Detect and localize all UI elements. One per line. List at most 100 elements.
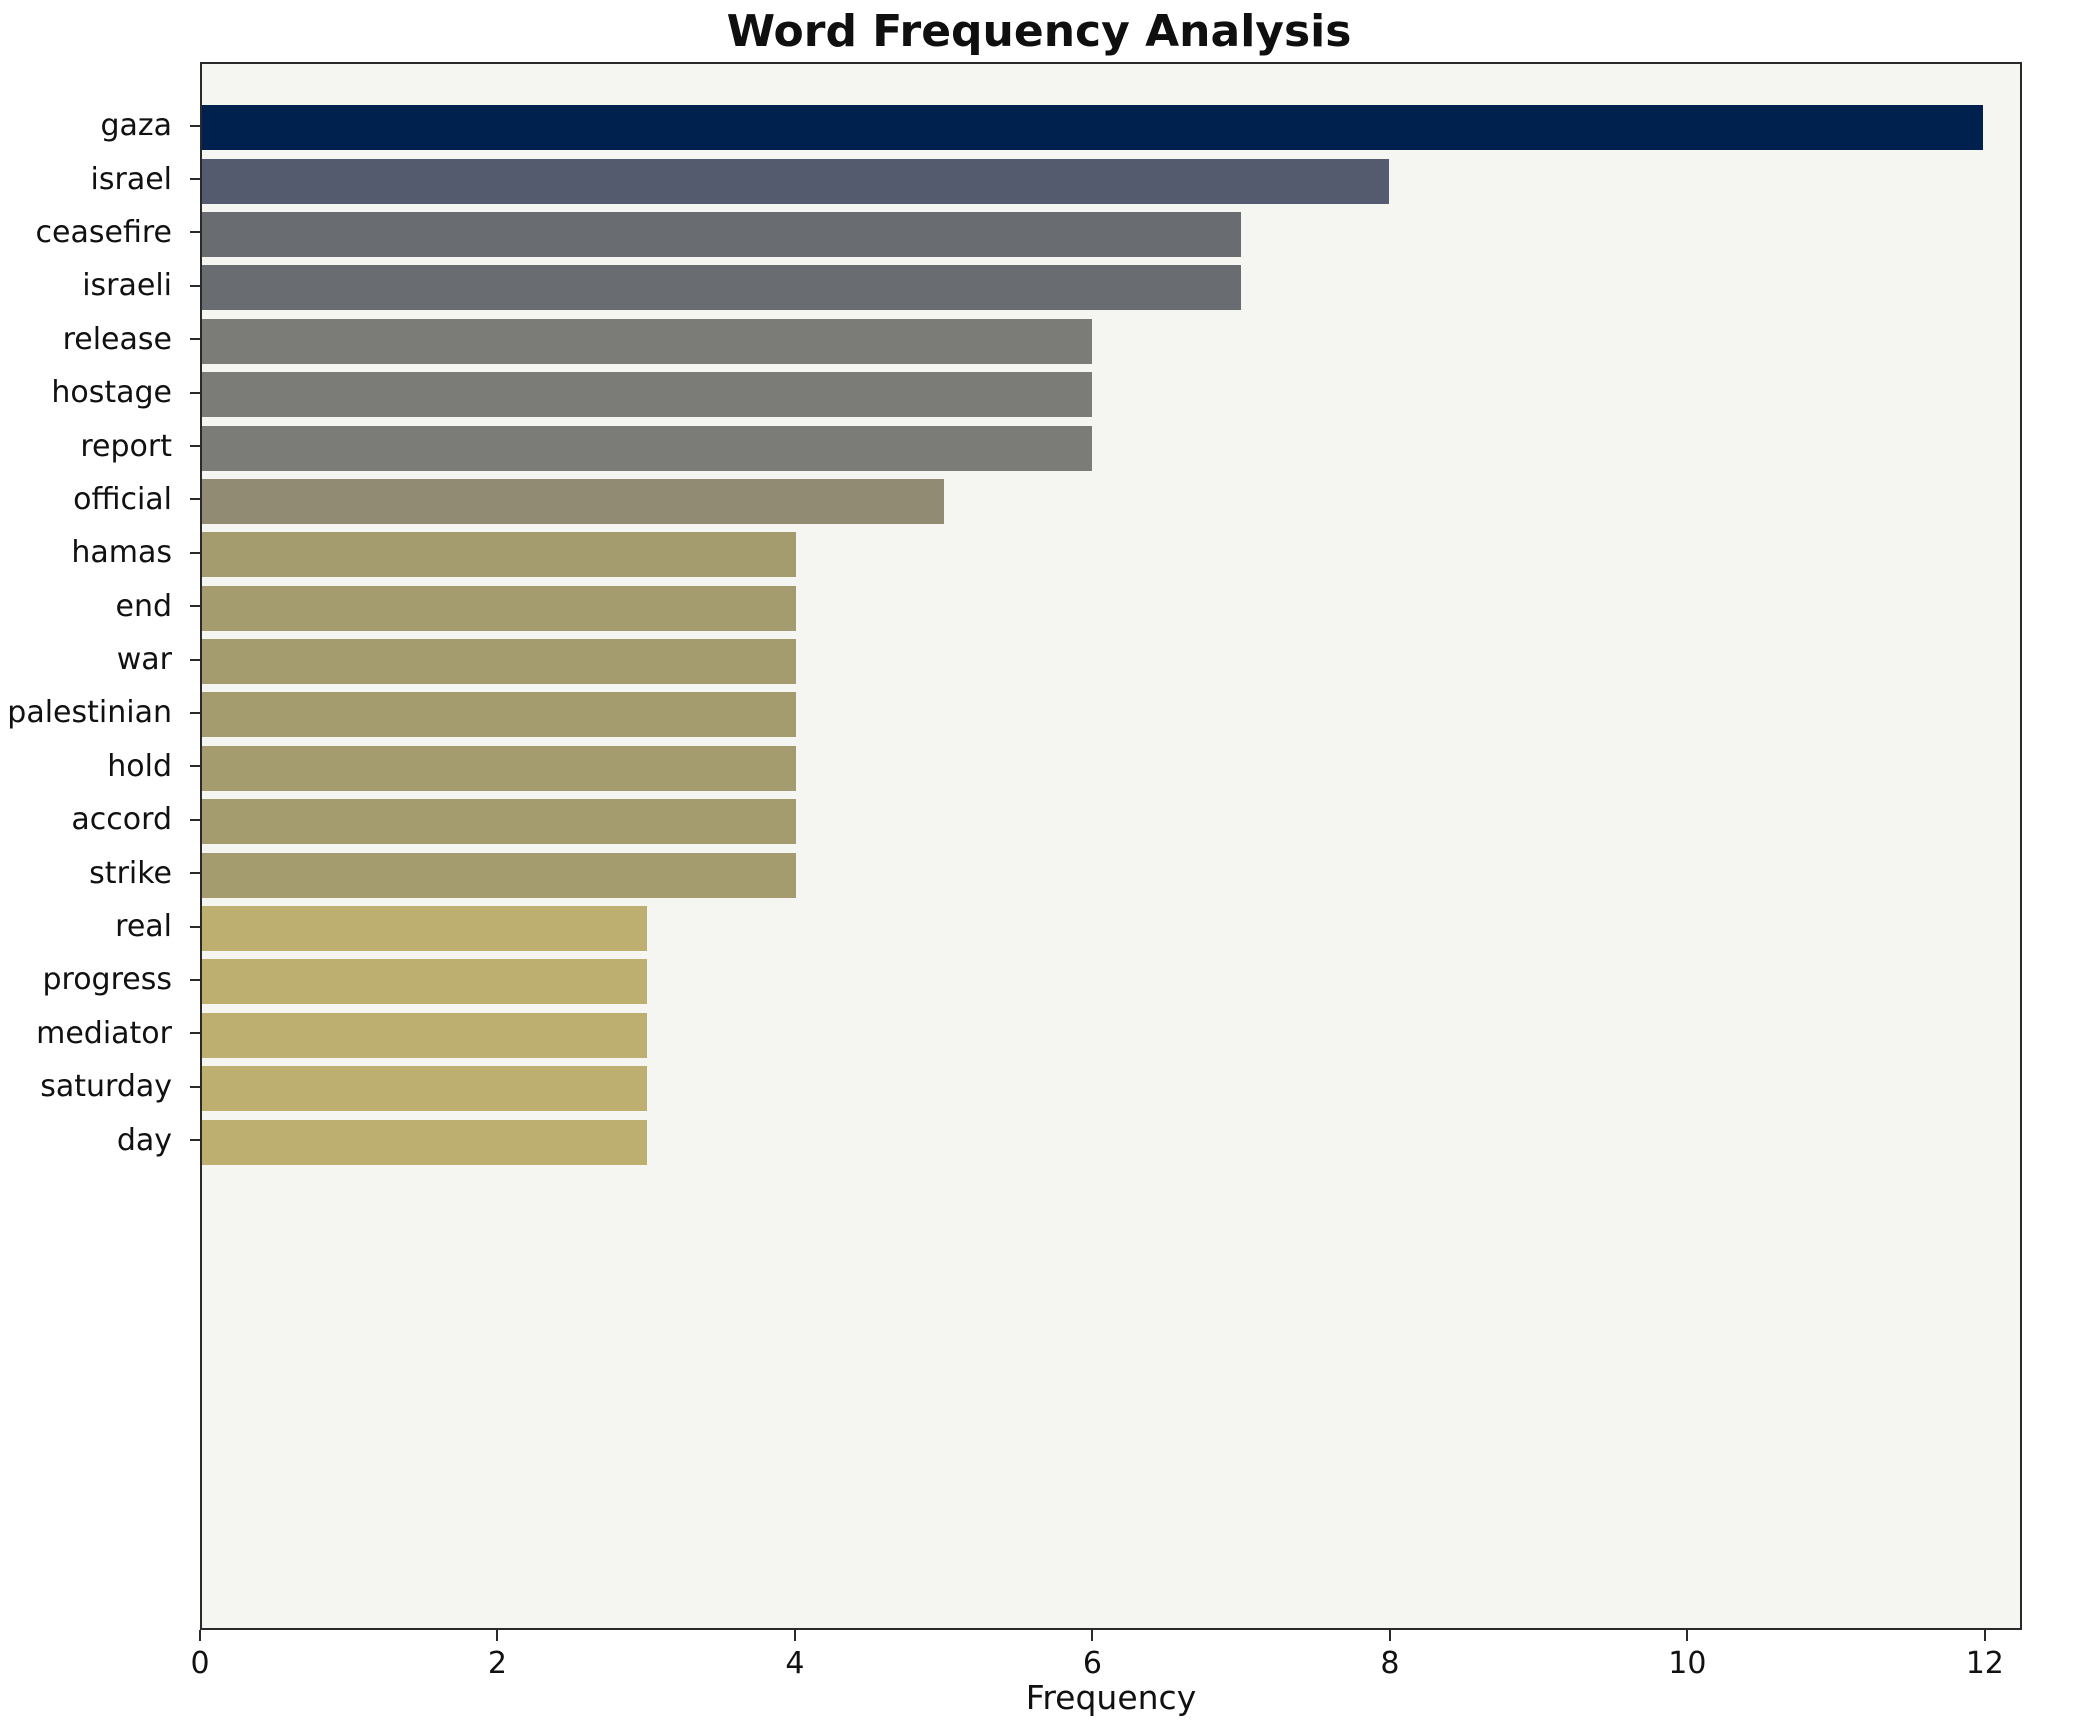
y-tick-label-israel: israel (0, 152, 200, 205)
bar-gaza (202, 105, 1983, 151)
y-tick-label-strike: strike (0, 846, 200, 899)
bar-row (202, 955, 2020, 1008)
bar-row (202, 1115, 2020, 1168)
y-label-text: gaza (100, 108, 172, 144)
y-label-text: report (80, 428, 172, 464)
x-tick-label: 8 (1380, 1646, 1400, 1681)
plot-area (200, 62, 2022, 1630)
y-label-text: saturday (40, 1069, 172, 1105)
y-label-text: hamas (71, 535, 172, 571)
bar-hostage (202, 372, 1093, 418)
y-tick-mark (190, 338, 200, 341)
bar-row (202, 582, 2020, 635)
x-tick-mark (199, 1630, 201, 1641)
y-label-text: israeli (82, 268, 172, 304)
y-tick-mark (190, 925, 200, 928)
x-tick-label: 6 (1082, 1646, 1102, 1681)
bar-palestinian (202, 692, 796, 738)
bars-container (202, 101, 2020, 1169)
y-tick-label-day: day (0, 1113, 200, 1166)
y-label-text: hold (107, 748, 172, 784)
y-label-text: palestinian (7, 695, 172, 731)
bar-row (202, 368, 2020, 421)
bar-row (202, 101, 2020, 154)
y-tick-mark (190, 658, 200, 661)
bar-war (202, 639, 796, 685)
y-label-text: war (116, 642, 172, 678)
y-tick-label-accord: accord (0, 793, 200, 846)
y-label-text: hostage (51, 375, 172, 411)
x-tick-label: 0 (190, 1646, 210, 1681)
x-tick-mark (1983, 1630, 1986, 1641)
y-axis: gaza israel ceasefire israeli release hostage… (0, 62, 200, 1630)
y-tick-label-gaza: gaza (0, 99, 200, 152)
y-tick-mark (190, 872, 200, 875)
y-axis-labels: gaza israel ceasefire israeli release hostage… (0, 99, 200, 1167)
bar-row (202, 1009, 2020, 1062)
y-tick-label-mediator: mediator (0, 1007, 200, 1060)
y-label-text: ceasefire (35, 214, 172, 250)
x-tick-mark (1388, 1630, 1391, 1641)
y-tick-mark (190, 1085, 200, 1088)
bar-progress (202, 959, 648, 1005)
y-tick-label-saturday: saturday (0, 1060, 200, 1113)
y-tick-label-palestinian: palestinian (0, 686, 200, 739)
x-tick-label: 12 (1965, 1646, 2004, 1681)
y-label-text: day (116, 1122, 172, 1158)
y-tick-mark (190, 1139, 200, 1142)
y-tick-mark (190, 284, 200, 287)
x-tick-label: 2 (487, 1646, 508, 1681)
y-tick-mark (190, 765, 200, 768)
bar-mediator (202, 1012, 648, 1058)
y-tick-label-report: report (0, 419, 200, 472)
y-tick-mark (190, 978, 200, 981)
bar-accord (202, 799, 796, 845)
y-tick-mark (190, 391, 200, 394)
bar-row (202, 795, 2020, 848)
y-label-text: release (62, 321, 172, 357)
bar-ceasefire (202, 211, 1241, 257)
y-tick-mark (190, 124, 200, 127)
x-tick-mark (496, 1630, 499, 1641)
bar-row (202, 635, 2020, 688)
y-tick-mark (190, 445, 200, 448)
y-tick-mark (190, 551, 200, 554)
y-tick-mark (190, 178, 200, 181)
y-label-text: real (115, 909, 172, 945)
y-tick-mark (190, 605, 200, 608)
bar-row (202, 154, 2020, 207)
x-tick-mark (793, 1630, 796, 1641)
bar-hamas (202, 532, 796, 578)
bar-row (202, 902, 2020, 955)
y-tick-label-hold: hold (0, 740, 200, 793)
y-tick-label-release: release (0, 313, 200, 366)
y-tick-label-israeli: israeli (0, 259, 200, 312)
y-tick-mark (190, 498, 200, 501)
bar-row (202, 421, 2020, 474)
bar-row (202, 261, 2020, 314)
bar-row (202, 475, 2020, 528)
bar-row (202, 315, 2020, 368)
bar-real (202, 906, 648, 952)
y-tick-label-hostage: hostage (0, 366, 200, 419)
y-tick-label-end: end (0, 580, 200, 633)
y-tick-label-real: real (0, 900, 200, 953)
bar-end (202, 585, 796, 631)
bar-row (202, 208, 2020, 261)
y-label-text: progress (42, 962, 172, 998)
y-label-text: official (73, 481, 172, 517)
y-tick-mark (190, 711, 200, 714)
bar-israel (202, 158, 1390, 204)
x-tick-mark (1091, 1630, 1094, 1641)
x-axis-label: Frequency (1025, 1678, 1197, 1717)
bar-row (202, 528, 2020, 581)
bar-row (202, 742, 2020, 795)
bar-row (202, 1062, 2020, 1115)
bar-hold (202, 745, 796, 791)
bar-row (202, 688, 2020, 741)
y-tick-mark (190, 818, 200, 821)
y-label-text: mediator (36, 1015, 172, 1051)
y-label-text: israel (90, 161, 172, 197)
y-label-text: strike (89, 855, 172, 891)
